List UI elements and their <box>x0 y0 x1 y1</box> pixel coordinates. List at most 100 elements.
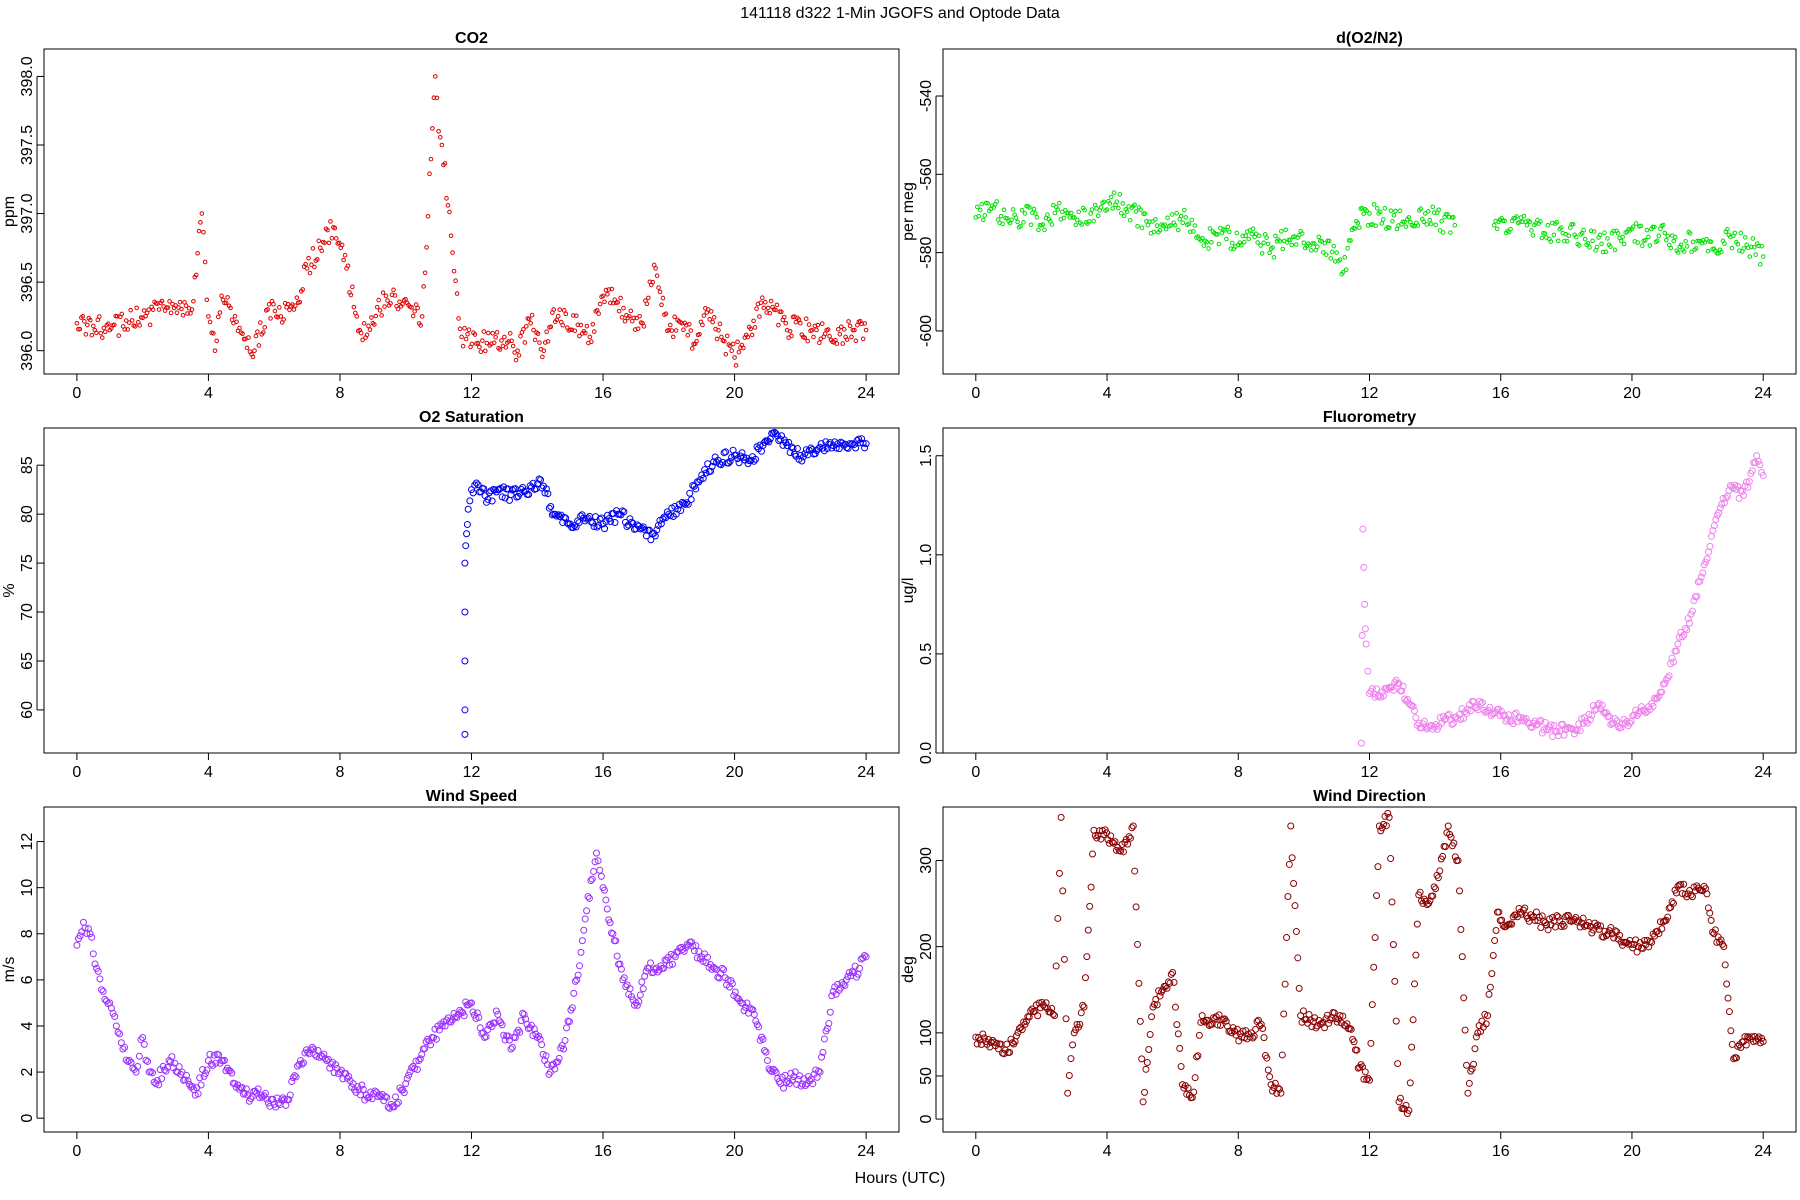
data-point <box>565 1018 573 1026</box>
data-point <box>1452 222 1458 228</box>
data-point <box>1403 224 1409 229</box>
data-point <box>578 322 584 328</box>
data-point <box>1328 256 1334 261</box>
data-point <box>1511 710 1519 718</box>
data-point <box>506 339 512 344</box>
data-point <box>171 305 177 311</box>
y-axis-label: ppm <box>1 196 18 227</box>
data-point <box>847 323 853 329</box>
data-point <box>657 289 663 295</box>
data-point <box>699 474 707 482</box>
data-point <box>116 333 122 338</box>
data-point <box>494 1010 502 1018</box>
data-point <box>1364 667 1372 675</box>
data-point <box>89 950 97 958</box>
x-tick-label: 16 <box>594 1143 612 1160</box>
data-point <box>269 1095 277 1103</box>
data-point <box>1587 245 1592 250</box>
data-point <box>171 1059 179 1067</box>
data-point <box>1465 1079 1473 1087</box>
data-point <box>1384 809 1392 817</box>
data-point <box>461 730 469 738</box>
data-point <box>669 328 675 333</box>
data-point <box>339 242 345 248</box>
data-point <box>392 1093 399 1101</box>
data-point <box>1538 912 1546 920</box>
data-point <box>665 328 670 334</box>
data-point <box>289 1074 297 1082</box>
data-point <box>859 321 865 327</box>
data-point <box>1476 697 1484 705</box>
data-point <box>1064 1089 1072 1097</box>
data-point <box>88 933 96 941</box>
data-point <box>596 866 604 874</box>
data-point <box>416 1055 424 1063</box>
data-point <box>1727 1027 1735 1035</box>
data-point <box>555 313 561 319</box>
data-point <box>1378 824 1386 832</box>
data-point <box>1707 916 1715 924</box>
data-point <box>228 1069 236 1077</box>
data-point <box>1028 222 1034 228</box>
data-point <box>1299 1007 1307 1015</box>
data-point <box>774 302 780 308</box>
data-point <box>326 1064 334 1072</box>
data-point <box>166 1058 174 1066</box>
data-point <box>720 966 728 974</box>
data-point <box>644 964 652 972</box>
data-point <box>1181 207 1187 213</box>
data-point <box>491 340 497 346</box>
data-point <box>475 340 481 346</box>
data-point <box>345 263 351 269</box>
data-point <box>366 323 371 329</box>
data-point <box>666 961 674 969</box>
data-point <box>1087 883 1095 891</box>
data-point <box>1364 1074 1372 1082</box>
data-point <box>1216 241 1222 247</box>
data-point <box>253 333 259 339</box>
data-point <box>1582 236 1588 242</box>
data-point <box>1172 222 1178 228</box>
data-point <box>1457 926 1465 934</box>
data-point <box>1326 238 1332 244</box>
data-point <box>355 328 361 334</box>
x-tick-label: 12 <box>1361 385 1379 402</box>
data-point <box>1227 229 1232 235</box>
data-point <box>974 204 980 210</box>
data-point <box>1604 930 1612 938</box>
data-point <box>168 1053 176 1061</box>
data-point <box>255 329 260 335</box>
data-point <box>561 1037 569 1045</box>
data-point <box>466 497 474 505</box>
data-point <box>225 295 230 300</box>
data-point <box>1191 229 1196 234</box>
data-point <box>1288 854 1296 862</box>
data-point <box>1564 238 1570 244</box>
data-point <box>170 301 175 307</box>
data-point <box>80 313 86 319</box>
data-point <box>1081 974 1089 982</box>
data-point <box>1133 209 1139 214</box>
data-point <box>798 320 803 326</box>
data-point <box>1719 494 1727 502</box>
data-point <box>1444 822 1452 830</box>
data-point <box>481 329 487 334</box>
chart-panel-1: CO2 ppm 0 4 8 12 16 20 24 396.0 396.5 397.0 397.5 398… <box>1 30 900 402</box>
data-point <box>1597 232 1603 238</box>
data-point <box>186 305 192 311</box>
data-point <box>1280 1010 1288 1018</box>
data-point <box>1253 231 1259 237</box>
data-point <box>388 301 393 306</box>
data-point <box>570 989 578 997</box>
data-point <box>1538 219 1543 224</box>
data-point <box>1311 241 1317 246</box>
data-point <box>553 512 561 520</box>
data-point <box>607 517 615 525</box>
plot-frame <box>43 806 900 1133</box>
data-point <box>1547 721 1555 729</box>
y-axis-label: % <box>1 583 18 597</box>
data-point <box>542 485 550 493</box>
data-point <box>162 1067 170 1075</box>
data-point <box>153 1077 161 1085</box>
data-point <box>1485 990 1493 998</box>
